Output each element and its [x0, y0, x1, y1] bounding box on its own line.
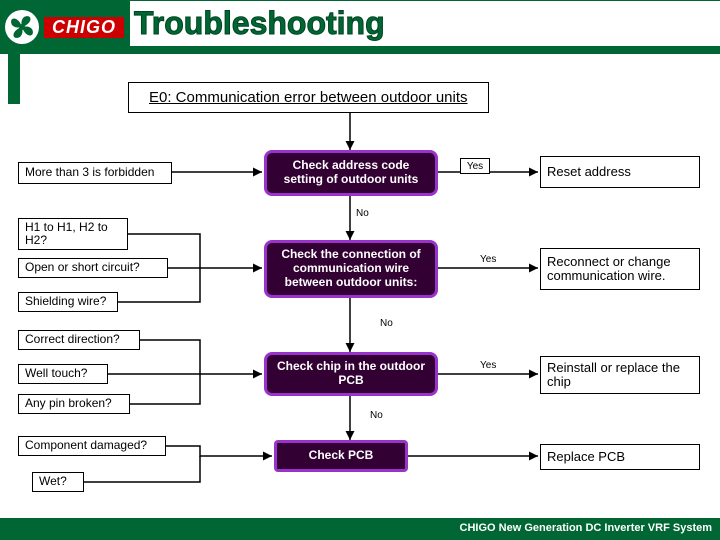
step-check-pcb: Check PCB: [274, 440, 408, 472]
label-no-1: No: [356, 208, 369, 219]
note-open-short: Open or short circuit?: [18, 258, 168, 278]
flowchart: E0: Communication error between outdoor …: [0, 54, 720, 518]
step-check-address: Check address code setting of outdoor un…: [264, 150, 438, 196]
error-title: E0: Communication error between outdoor …: [128, 82, 489, 113]
step-check-connection: Check the connection of communication wi…: [264, 240, 438, 298]
label-yes-1: Yes: [460, 158, 490, 174]
label-yes-2: Yes: [480, 254, 496, 265]
action-reconnect: Reconnect or change communication wire.: [540, 248, 700, 290]
note-component-damaged: Component damaged?: [18, 436, 166, 456]
note-well-touch: Well touch?: [18, 364, 108, 384]
action-reset-address: Reset address: [540, 156, 700, 188]
label-no-3: No: [370, 410, 383, 421]
page-title: Troubleshooting: [130, 0, 720, 47]
note-wet: Wet?: [32, 472, 84, 492]
label-yes-3: Yes: [480, 360, 496, 371]
brand-name: CHIGO: [44, 17, 124, 38]
action-reinstall-chip: Reinstall or replace the chip: [540, 356, 700, 394]
fan-icon: [4, 9, 40, 45]
note-h1-h2: H1 to H1, H2 to H2?: [18, 218, 128, 250]
note-any-pin: Any pin broken?: [18, 394, 130, 414]
footer-text: CHIGO New Generation DC Inverter VRF Sys…: [0, 518, 720, 540]
note-correct-direction: Correct direction?: [18, 330, 140, 350]
note-more-than-3: More than 3 is forbidden: [18, 162, 172, 184]
note-shielding: Shielding wire?: [18, 292, 118, 312]
action-replace-pcb: Replace PCB: [540, 444, 700, 470]
step-check-chip: Check chip in the outdoor PCB: [264, 352, 438, 396]
label-no-2: No: [380, 318, 393, 329]
